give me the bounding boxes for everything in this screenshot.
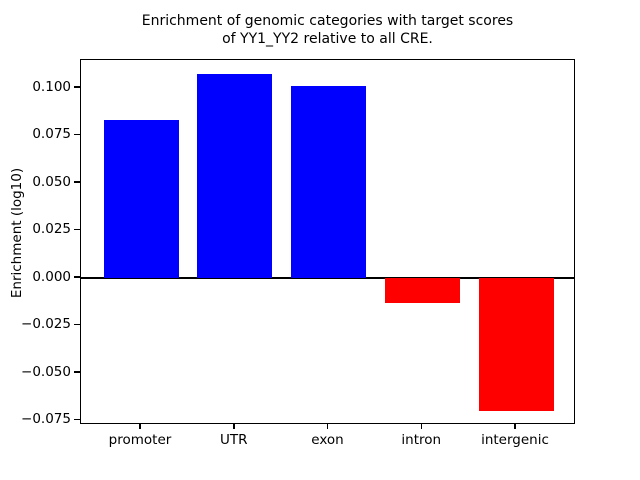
y-tick-mark	[74, 418, 80, 421]
x-tick-mark	[233, 424, 235, 429]
bar-promoter	[103, 120, 179, 278]
y-tick-mark	[74, 86, 80, 88]
x-tick-label: exon	[311, 432, 344, 448]
y-tick-label: 0.025	[32, 221, 71, 238]
y-tick-label: −0.050	[21, 363, 71, 380]
bar-UTR	[197, 74, 273, 278]
x-tick-label: promoter	[108, 432, 172, 448]
bar-intron	[384, 277, 460, 303]
y-tick-label: 0.000	[32, 268, 71, 285]
x-tick-label: intergenic	[481, 432, 549, 448]
x-tick-label: intron	[401, 432, 442, 448]
x-tick-mark	[514, 424, 516, 429]
y-tick-label: −0.075	[21, 411, 71, 428]
x-tick-label: UTR	[219, 432, 248, 448]
y-tick-mark	[74, 323, 80, 326]
y-tick-mark	[74, 133, 80, 136]
plot-area	[80, 59, 575, 424]
bar-intergenic	[478, 277, 554, 411]
y-tick-mark	[74, 371, 80, 373]
y-tick-label: 0.075	[32, 126, 71, 143]
bar-exon	[291, 85, 366, 278]
y-tick-label: 0.100	[32, 78, 71, 95]
y-tick-label: −0.025	[21, 316, 71, 333]
x-tick-mark	[326, 424, 329, 429]
y-tick-mark	[74, 228, 80, 231]
zero-line	[81, 276, 574, 280]
x-tick-mark	[420, 424, 422, 429]
x-tick-mark	[139, 424, 141, 429]
y-tick-label: 0.050	[32, 173, 71, 190]
chart-title: Enrichment of genomic categories with ta…	[141, 13, 514, 48]
y-tick-mark	[74, 276, 80, 278]
y-tick-mark	[74, 181, 80, 183]
